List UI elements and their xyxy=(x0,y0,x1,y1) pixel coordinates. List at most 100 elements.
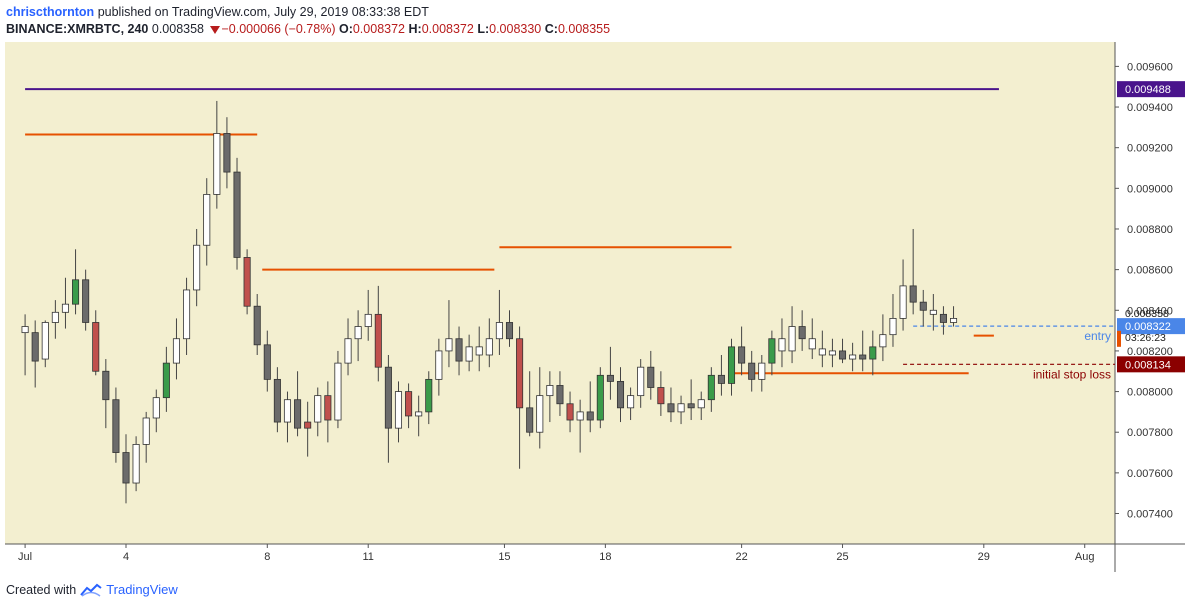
candle-body xyxy=(334,362,342,421)
candle-body xyxy=(768,338,776,364)
candle-body xyxy=(31,332,39,362)
candle-body xyxy=(243,257,251,307)
x-tick-label: 29 xyxy=(978,551,990,563)
candle-body xyxy=(889,318,897,336)
candle-body xyxy=(92,322,100,372)
high-value: 0.008372 xyxy=(421,22,474,36)
candle-body xyxy=(616,381,625,409)
last-price-marker xyxy=(1117,330,1121,347)
price-label-box xyxy=(1117,318,1185,335)
candle-body xyxy=(505,322,514,340)
open-label: O: xyxy=(338,22,353,36)
symbol-label: BINANCE:XMRBTC, 240 xyxy=(6,22,149,36)
x-tick-label: 11 xyxy=(363,551,374,563)
candle-body xyxy=(72,279,80,305)
candle-body xyxy=(445,338,453,352)
y-tick-label: 0.008200 xyxy=(1127,346,1173,358)
close-value: 0.008355 xyxy=(557,22,611,36)
y-tick-label: 0.009600 xyxy=(1127,61,1173,73)
candle-body xyxy=(596,374,604,421)
price-label-text: 0.008134 xyxy=(1125,359,1171,371)
candle-body xyxy=(758,362,766,380)
candle-body xyxy=(435,350,443,380)
candle-body xyxy=(738,346,746,364)
tradingview-logo-icon xyxy=(80,583,102,597)
stop-loss-label: initial stop loss xyxy=(1033,367,1111,381)
candle-body xyxy=(193,244,201,291)
candle-body xyxy=(828,350,836,356)
author-link[interactable]: chriscthornton xyxy=(6,5,95,19)
candle-body xyxy=(899,285,907,319)
candle-body xyxy=(717,374,725,384)
candle-body xyxy=(364,313,372,327)
low-label: L: xyxy=(477,22,490,36)
candle-body xyxy=(455,338,463,362)
x-tick-label: 4 xyxy=(123,551,129,563)
publish-line: chriscthornton published on TradingView.… xyxy=(6,4,610,21)
candle-body xyxy=(384,366,392,429)
high-label: H: xyxy=(408,22,422,36)
candle-body xyxy=(344,338,352,364)
candle-body xyxy=(61,303,69,313)
y-tick-label: 0.007600 xyxy=(1127,468,1173,480)
candle-body xyxy=(687,403,695,409)
candle-body xyxy=(152,397,160,419)
candle-body xyxy=(849,354,857,360)
price-label-box xyxy=(1117,81,1185,98)
candlestick-chart[interactable]: 0.009600 0.009400 0.009200 0.009000 0.008800… xyxy=(0,42,1187,572)
candle-body xyxy=(294,399,302,429)
candle-body xyxy=(495,322,503,340)
tradingview-brand[interactable]: TradingView xyxy=(106,582,178,597)
candle-body xyxy=(425,378,433,413)
price-label-text: 0.008322 xyxy=(1125,321,1171,333)
candle-body xyxy=(939,313,947,323)
candle-body xyxy=(203,194,211,246)
candle-body xyxy=(21,326,29,334)
candle-body xyxy=(183,289,191,340)
y-tick-label: 0.008400 xyxy=(1127,305,1173,317)
y-tick-label: 0.007400 xyxy=(1127,509,1173,521)
candle-body xyxy=(818,348,826,356)
candle-body xyxy=(142,417,150,445)
candle-body xyxy=(394,391,403,429)
candle-body xyxy=(606,374,614,382)
low-value: 0.008330 xyxy=(489,22,542,36)
candle-body xyxy=(929,309,937,315)
candle-body xyxy=(51,311,59,323)
y-tick-label: 0.009400 xyxy=(1127,102,1173,114)
countdown-label: 03:26:23 xyxy=(1125,332,1166,344)
candle-body xyxy=(465,346,473,362)
ohlc-line: BINANCE:XMRBTC, 240 0.008358 −0.000066 (… xyxy=(6,21,610,38)
chart-area[interactable]: 0.009600 0.009400 0.009200 0.009000 0.008800… xyxy=(0,42,1187,577)
x-tick-label: Jul xyxy=(18,551,32,563)
candle-body xyxy=(102,370,110,401)
candle-body xyxy=(707,374,715,401)
candle-body xyxy=(82,279,90,323)
footer: Created with TradingView xyxy=(6,582,178,597)
candle-body xyxy=(546,385,554,397)
candle-body xyxy=(586,411,594,421)
y-tick-label: 0.009000 xyxy=(1127,183,1173,195)
close-label: C: xyxy=(544,22,558,36)
candle-body xyxy=(808,338,816,350)
price-label-text: 0.009488 xyxy=(1125,84,1171,96)
y-tick-label: 0.008800 xyxy=(1127,224,1173,236)
y-tick-label: 0.008600 xyxy=(1127,265,1173,277)
candle-body xyxy=(576,411,584,421)
created-with-text: Created with xyxy=(6,582,77,597)
x-tick-label: 18 xyxy=(599,551,611,563)
candle-body xyxy=(556,385,564,405)
candle-body xyxy=(697,399,705,409)
candle-body xyxy=(405,391,413,417)
candle-body xyxy=(304,421,312,429)
candle-body xyxy=(748,362,756,380)
candle-body xyxy=(667,403,675,413)
candle-body xyxy=(263,344,271,380)
candle-body xyxy=(778,338,786,352)
candle-body xyxy=(162,362,170,399)
candle-body xyxy=(41,322,49,360)
candle-body xyxy=(637,366,645,397)
candle-body xyxy=(627,395,635,409)
open-value: 0.008372 xyxy=(352,22,405,36)
candle-body xyxy=(253,305,261,346)
